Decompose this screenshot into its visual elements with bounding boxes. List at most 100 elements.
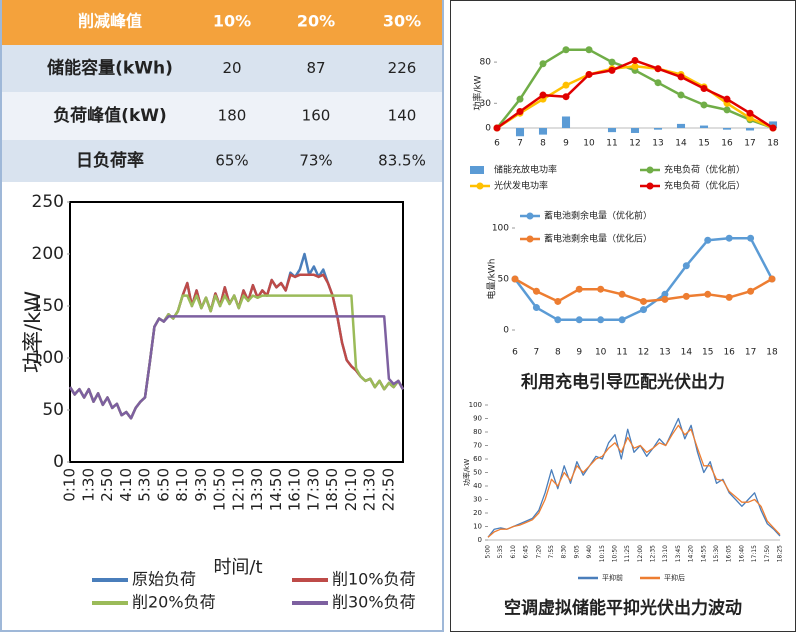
x-tick-label: 7 xyxy=(534,348,540,358)
point xyxy=(631,62,639,70)
x-tick-label: 6 xyxy=(494,139,500,149)
y-tick-label: 0 xyxy=(485,124,491,134)
point xyxy=(704,290,712,298)
legend-label: 原始负荷 xyxy=(132,570,196,589)
caption: 利用充电引导匹配光伏出力 xyxy=(521,372,725,393)
table-header: 20% xyxy=(297,12,335,31)
x-tick-label: 10 xyxy=(583,139,595,149)
series-line xyxy=(68,294,405,420)
point xyxy=(539,91,547,99)
point xyxy=(661,295,669,303)
x-tick-label: 10:50 xyxy=(211,468,229,511)
legend-label: 光伏发电功率 xyxy=(494,180,548,192)
x-tick-label: 11 xyxy=(606,139,617,149)
x-tick-label: 10 xyxy=(595,348,607,358)
point xyxy=(654,65,662,73)
table-header: 削减峰值 xyxy=(78,12,142,31)
table-row xyxy=(2,140,442,182)
point xyxy=(562,93,570,101)
y-tick-label: 40 xyxy=(473,482,482,490)
point xyxy=(682,262,690,270)
y-tick-label: 60 xyxy=(473,455,482,463)
x-tick-label: 10:15 xyxy=(599,545,606,562)
legend-marker xyxy=(476,182,484,190)
table-row xyxy=(2,45,442,92)
x-tick-label: 15:30 xyxy=(713,545,720,562)
point xyxy=(585,46,593,54)
point xyxy=(575,316,583,324)
legend-marker xyxy=(646,166,654,174)
x-tick-label: 8 xyxy=(555,348,561,358)
legend-label: 削30%负荷 xyxy=(332,593,416,612)
y-tick-label: 0 xyxy=(53,452,64,472)
x-tick-label: 9:40 xyxy=(586,545,593,559)
bar xyxy=(676,123,686,129)
legend-marker xyxy=(526,212,534,220)
x-tick-label: 17 xyxy=(744,139,755,149)
series-line xyxy=(68,273,405,420)
point xyxy=(700,101,708,109)
x-tick-label: 15 xyxy=(698,139,709,149)
point xyxy=(597,285,605,293)
point xyxy=(532,304,540,312)
x-tick-label: 14:20 xyxy=(688,545,695,562)
x-tick-label: 6:50 xyxy=(154,468,172,502)
x-tick-label: 18 xyxy=(767,139,779,149)
point xyxy=(493,124,501,132)
point xyxy=(511,275,519,283)
y-tick-label: 30 xyxy=(480,99,492,109)
table-cell: 储能容量(kWh) xyxy=(47,58,173,79)
x-tick-label: 16 xyxy=(721,139,733,149)
y-tick-label: 0 xyxy=(478,536,482,544)
bar xyxy=(538,128,548,135)
point xyxy=(677,91,685,99)
x-tick-label: 13:45 xyxy=(675,545,682,562)
x-tick-label: 13 xyxy=(659,348,670,358)
y-tick-label: 200 xyxy=(32,244,64,264)
x-tick-label: 16:05 xyxy=(726,545,733,562)
y-tick-label: 100 xyxy=(469,401,482,409)
x-tick-label: 8:10 xyxy=(173,468,191,502)
x-tick-label: 6:45 xyxy=(523,545,530,559)
table-cell: 180 xyxy=(218,107,247,125)
bar xyxy=(515,128,525,137)
legend-label: 平抑前 xyxy=(602,573,623,582)
legend-swatch xyxy=(470,166,484,174)
x-tick-label: 6:10 xyxy=(510,545,517,559)
table-header: 10% xyxy=(213,12,251,31)
table-cell: 83.5% xyxy=(378,152,426,170)
point xyxy=(539,60,547,68)
y-tick-label: 100 xyxy=(32,348,64,368)
legend-label: 削10%负荷 xyxy=(332,570,416,589)
y-tick-label: 0 xyxy=(503,326,509,336)
table-row xyxy=(2,0,442,45)
x-tick-label: 7 xyxy=(517,139,523,149)
x-tick-label: 12:10 xyxy=(229,468,247,511)
bar xyxy=(745,128,755,131)
x-tick-label: 4:10 xyxy=(117,468,135,502)
x-tick-label: 9 xyxy=(563,139,569,149)
table-cell: 20 xyxy=(222,59,241,77)
table-cell: 负荷峰值(kW) xyxy=(53,105,167,126)
legend-label: 储能充放电功率 xyxy=(494,164,557,176)
point xyxy=(725,234,733,242)
legend-label: 蓄电池剩余电量（优化前） xyxy=(544,210,652,222)
y-tick-label: 20 xyxy=(473,509,482,517)
x-tick-label: 14:55 xyxy=(700,545,707,562)
point xyxy=(746,109,754,117)
point xyxy=(640,306,647,314)
x-tick-label: 2:50 xyxy=(98,468,116,502)
point xyxy=(723,106,731,114)
point xyxy=(618,290,626,298)
point xyxy=(608,66,616,74)
x-tick-label: 14 xyxy=(675,139,687,149)
y-tick-label: 250 xyxy=(32,192,64,212)
point xyxy=(700,84,708,92)
legend-label: 充电负荷（优化前） xyxy=(664,164,745,176)
legend-label: 蓄电池剩余电量（优化后） xyxy=(544,233,652,245)
bar xyxy=(630,128,640,133)
x-tick-label: 11 xyxy=(616,348,627,358)
x-tick-label: 18:25 xyxy=(777,545,784,562)
point xyxy=(682,292,690,300)
